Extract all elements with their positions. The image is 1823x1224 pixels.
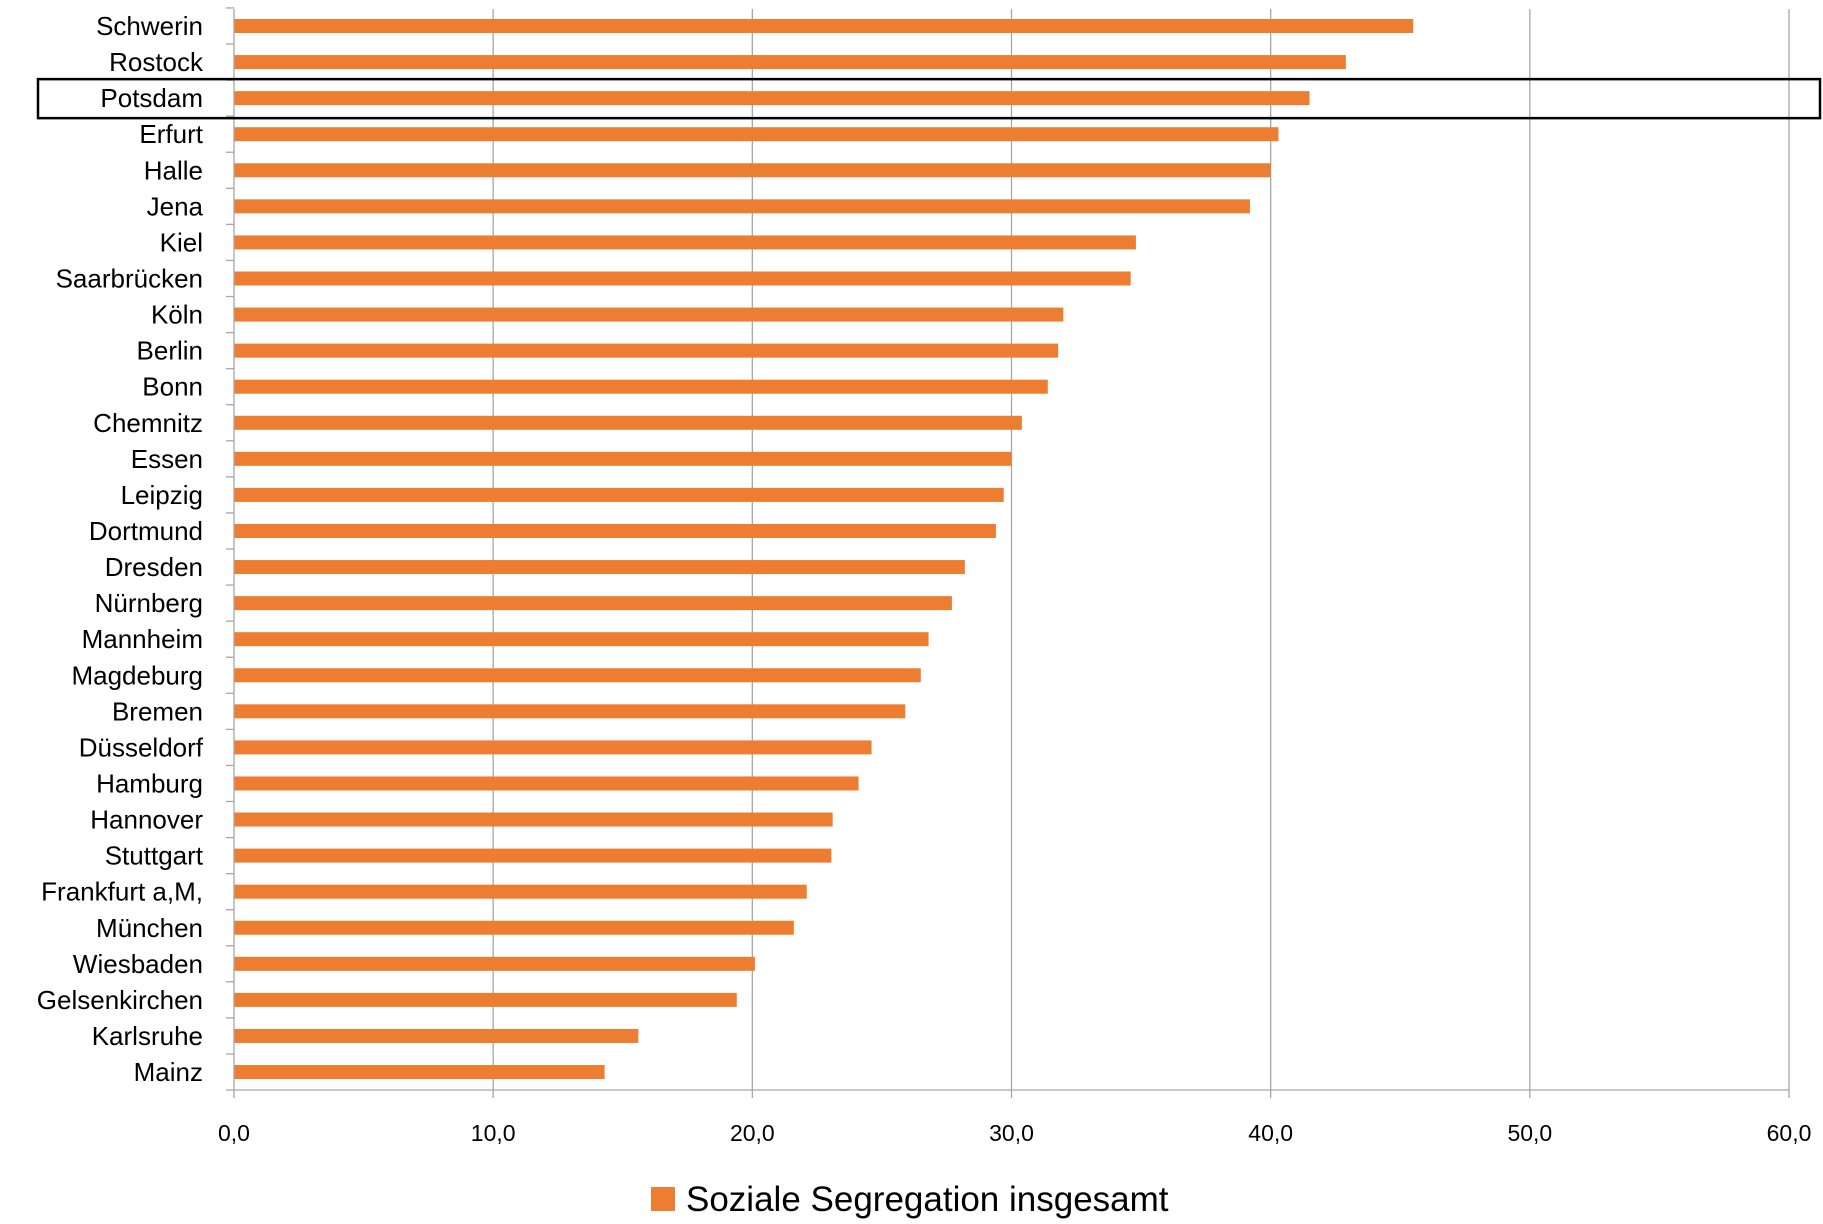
x-tick-label: 50,0 xyxy=(1507,1120,1552,1146)
bar-potsdam xyxy=(234,91,1310,106)
category-label: Dresden xyxy=(105,552,203,582)
category-label: Bremen xyxy=(112,696,203,726)
gridlines xyxy=(492,9,1790,1090)
bar-jena xyxy=(234,199,1250,214)
bar-leipzig xyxy=(234,487,1004,502)
category-label: Hannover xyxy=(90,805,203,835)
category-label: Bonn xyxy=(142,372,203,402)
x-tick-label: 40,0 xyxy=(1248,1120,1293,1146)
category-labels: Schwerin Rostock Potsdam Erfurt Halle Jena Kie… xyxy=(37,11,204,1087)
bar-kiel xyxy=(234,235,1136,250)
category-label: Magdeburg xyxy=(71,660,203,690)
bar-chemnitz xyxy=(234,415,1022,430)
axes xyxy=(226,7,1790,1098)
bar-köln xyxy=(234,307,1064,322)
legend-swatch xyxy=(651,1187,675,1211)
bar-dortmund xyxy=(234,523,996,538)
bar-halle xyxy=(234,163,1271,178)
bar-hamburg xyxy=(234,776,859,791)
category-label: Schwerin xyxy=(96,11,203,41)
bar-bonn xyxy=(234,379,1048,394)
bar-bremen xyxy=(234,704,906,719)
category-label: Hamburg xyxy=(96,768,203,798)
category-label: Wiesbaden xyxy=(73,949,203,979)
bar-dresden xyxy=(234,560,965,575)
x-tick-label: 60,0 xyxy=(1767,1120,1812,1146)
category-label: Halle xyxy=(144,155,203,185)
bar-magdeburg xyxy=(234,668,921,683)
category-label: Berlin xyxy=(137,336,203,366)
category-label: Stuttgart xyxy=(105,841,204,871)
category-label: Mainz xyxy=(134,1057,203,1087)
bar-schwerin xyxy=(234,19,1414,33)
category-label: Chemnitz xyxy=(93,408,203,438)
bar-saarbrücken xyxy=(234,271,1131,286)
category-label: Dortmund xyxy=(89,516,203,546)
bar-berlin xyxy=(234,343,1059,358)
bar-erfurt xyxy=(234,127,1279,142)
category-label: Kiel xyxy=(160,227,203,257)
x-tick-label: 30,0 xyxy=(989,1120,1034,1146)
bar-münchen xyxy=(234,920,794,935)
bar-karlsruhe xyxy=(234,1028,639,1043)
highlight-box xyxy=(36,77,1822,120)
bar-gelsenkirchen xyxy=(234,992,737,1007)
category-label: Gelsenkirchen xyxy=(37,985,203,1015)
bar-wiesbaden xyxy=(234,956,755,971)
category-label: Leipzig xyxy=(121,480,203,510)
bar-stuttgart xyxy=(234,848,832,863)
legend: Soziale Segregation insgesamt xyxy=(651,1180,1169,1219)
bar-mannheim xyxy=(234,632,929,647)
highlight xyxy=(36,77,1822,120)
category-label: Rostock xyxy=(109,47,204,77)
category-label: Saarbrücken xyxy=(56,263,203,293)
category-label: Potsdam xyxy=(100,83,203,113)
category-label: Köln xyxy=(151,300,203,330)
legend-label: Soziale Segregation insgesamt xyxy=(686,1180,1169,1219)
bar-düsseldorf xyxy=(234,740,872,755)
bar-mainz xyxy=(234,1065,605,1080)
category-label: Erfurt xyxy=(139,119,203,149)
bar-nürnberg xyxy=(234,596,952,611)
x-tick-label: 20,0 xyxy=(730,1120,775,1146)
category-label: Karlsruhe xyxy=(92,1021,203,1051)
category-label: Düsseldorf xyxy=(79,732,204,762)
x-tick-labels: 0,0 10,0 20,0 30,0 40,0 50,0 60,0 xyxy=(218,1120,1811,1146)
category-label: München xyxy=(96,913,203,943)
x-tick-label: 0,0 xyxy=(218,1120,250,1146)
bar-rostock xyxy=(234,55,1346,70)
category-label: Nürnberg xyxy=(95,588,203,618)
category-label: Essen xyxy=(131,444,203,474)
bar-frankfurt-a-m- xyxy=(234,884,807,899)
bars xyxy=(234,19,1414,1080)
bar-hannover xyxy=(234,812,833,827)
category-label: Mannheim xyxy=(82,624,203,654)
x-tick-label: 10,0 xyxy=(471,1120,516,1146)
category-label: Frankfurt a,M, xyxy=(41,877,203,907)
bar-essen xyxy=(234,451,1012,466)
category-label: Jena xyxy=(147,191,204,221)
